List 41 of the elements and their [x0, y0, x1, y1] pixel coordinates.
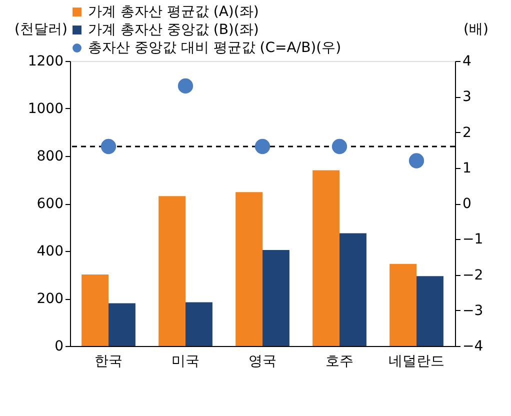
y-tick-label: 1200 — [28, 54, 64, 70]
y2-tick-label: 4 — [462, 54, 472, 70]
legend-label: 총자산 중앙값 대비 평균값 (C=A/B)(우) — [88, 40, 342, 56]
bar — [390, 264, 416, 346]
bar — [158, 196, 186, 346]
y2-tick-label: 3 — [462, 89, 472, 106]
y-tick-label: 800 — [36, 148, 64, 164]
bar — [108, 303, 136, 346]
bar — [340, 233, 366, 346]
point — [332, 138, 348, 154]
y2-tick-label: −4 — [462, 338, 484, 354]
y-axis-title: (천달러) — [14, 22, 68, 38]
bar — [236, 192, 262, 346]
y-tick-label: 600 — [36, 196, 64, 212]
bar — [186, 302, 212, 346]
bar — [312, 170, 340, 346]
x-tick-label: 한국 — [94, 354, 122, 370]
y2-tick-label: 2 — [462, 124, 472, 141]
y-tick-label: 0 — [54, 338, 64, 354]
bar — [262, 250, 290, 346]
y2-tick-label: −2 — [462, 267, 484, 284]
y-tick-label: 400 — [36, 244, 64, 260]
y2-tick-label: 0 — [462, 196, 472, 212]
x-tick-label: 호주 — [326, 354, 354, 370]
y2-tick-label: 1 — [462, 160, 472, 176]
y-tick-label: 1000 — [28, 101, 64, 117]
x-tick-label: 네덜란드 — [388, 354, 444, 370]
x-tick-label: 영국 — [248, 354, 276, 370]
bar — [82, 274, 108, 346]
x-tick-label: 미국 — [172, 354, 200, 370]
legend-label: 가계 총자산 중앙값 (B)(좌) — [88, 22, 259, 38]
point — [408, 153, 424, 168]
bar — [416, 276, 444, 346]
legend-label: 가계 총자산 평균값 (A)(좌) — [88, 4, 259, 20]
point — [178, 78, 194, 94]
point — [100, 138, 116, 154]
y2-tick-label: −1 — [462, 232, 484, 248]
y-tick-label: 200 — [36, 291, 64, 307]
y2-tick-label: −3 — [462, 302, 484, 319]
point — [254, 138, 270, 154]
y2-axis-title: (배) — [464, 22, 488, 38]
